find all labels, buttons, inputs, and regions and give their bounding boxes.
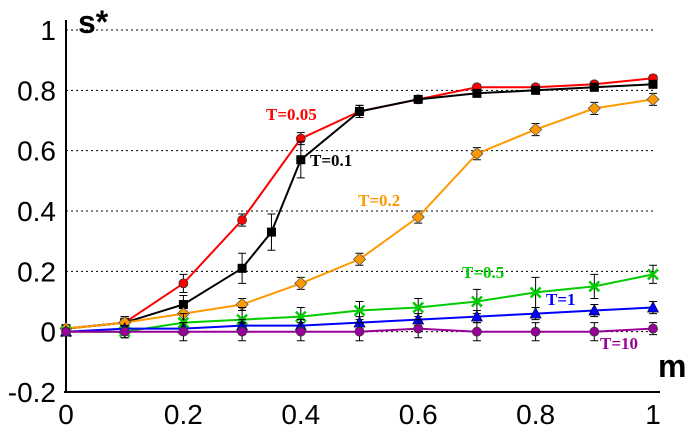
- data-point: [353, 304, 366, 317]
- data-point: [589, 82, 599, 92]
- series-line: [65, 83, 654, 330]
- data-point: [296, 155, 306, 165]
- x-tick-label: 1: [645, 399, 661, 430]
- data-point: [588, 303, 601, 316]
- data-point: [647, 300, 659, 313]
- data-point: [119, 326, 130, 337]
- data-point: [237, 326, 248, 337]
- series-label: T=0.5: [462, 263, 504, 282]
- y-axis-label: s*: [78, 4, 109, 40]
- data-point: [237, 215, 248, 225]
- data-point: [470, 147, 484, 161]
- data-point: [472, 88, 482, 98]
- data-point: [529, 306, 542, 319]
- gridlines: [66, 29, 653, 333]
- data-point: [237, 263, 247, 273]
- data-point: [530, 326, 541, 337]
- data-point: [352, 252, 367, 266]
- y-tick-label: -0.2: [8, 377, 56, 408]
- data-point: [646, 92, 660, 106]
- data-point: [471, 326, 482, 337]
- series-label: T=0.05: [266, 105, 317, 124]
- series-labels: T=0.05 T=0.1 T=0.2 T=0.5 T=1 T=10: [266, 105, 638, 353]
- data-point: [178, 326, 189, 337]
- data-point: [529, 286, 542, 299]
- series-label: T=1: [546, 290, 576, 309]
- y-tick-labels: -0.2 0 0.2 0.4 0.6 0.8 1: [8, 15, 56, 408]
- x-axis-label: m: [658, 348, 686, 384]
- y-tick-label: 0.4: [17, 196, 56, 227]
- data-point: [471, 295, 483, 308]
- x-tick-label: 0.2: [164, 399, 203, 430]
- x-tick-label: 0: [58, 399, 74, 430]
- data-point: [589, 326, 600, 337]
- x-tick-labels: 0 0.2 0.4 0.6 0.8 1: [58, 399, 661, 430]
- data-point: [413, 323, 424, 334]
- y-tick-label: 0: [40, 317, 56, 348]
- data-point: [61, 326, 71, 337]
- data-point: [587, 101, 601, 115]
- data-point: [354, 326, 365, 337]
- data-point: [266, 227, 276, 237]
- data-point: [295, 326, 306, 337]
- data-point: [529, 122, 543, 137]
- data-point: [294, 276, 308, 290]
- series-T=10: [61, 319, 658, 342]
- y-tick-label: 0.6: [17, 136, 56, 167]
- data-point: [178, 300, 188, 310]
- data-point: [413, 94, 423, 104]
- y-tick-label: 0.2: [17, 256, 56, 287]
- x-tick-label: 0.8: [516, 399, 555, 430]
- data-point: [648, 79, 658, 89]
- data-point: [411, 210, 425, 224]
- data-point: [648, 323, 658, 334]
- data-point: [588, 280, 601, 293]
- y-tick-label: 1: [40, 15, 56, 46]
- series-T=0.2: [59, 92, 660, 336]
- series: [59, 73, 660, 342]
- series-label: T=0.1: [310, 151, 352, 170]
- data-point: [470, 309, 483, 322]
- data-point: [412, 301, 425, 314]
- x-tick-label: 0.4: [281, 399, 320, 430]
- data-point: [647, 268, 659, 281]
- data-point: [355, 106, 364, 116]
- series-label: T=10: [600, 334, 638, 353]
- data-point: [531, 85, 541, 95]
- series-label: T=0.2: [358, 191, 400, 210]
- x-tick-label: 0.6: [399, 399, 438, 430]
- data-point: [178, 278, 189, 289]
- y-tick-label: 0.8: [17, 75, 56, 106]
